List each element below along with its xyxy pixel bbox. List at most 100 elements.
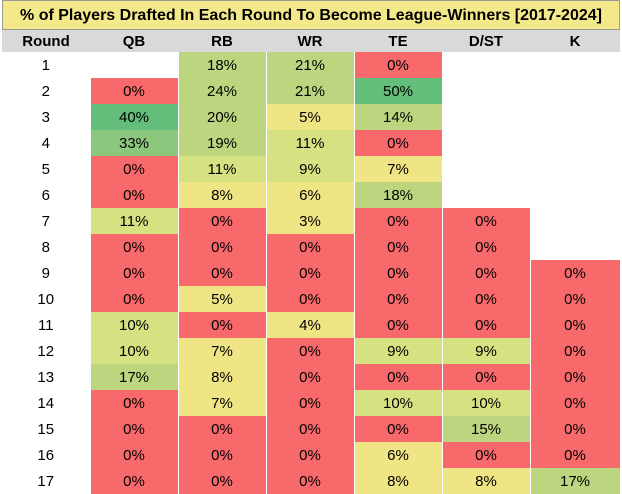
cell-rb: 0% bbox=[178, 312, 267, 338]
cell-dst bbox=[442, 52, 531, 78]
cell-k: 0% bbox=[530, 312, 621, 338]
cell-qb: 0% bbox=[90, 78, 179, 104]
cell-te: 0% bbox=[354, 312, 443, 338]
cell-wr: 0% bbox=[266, 338, 355, 364]
cell-dst: 0% bbox=[442, 312, 531, 338]
cell-rb: 0% bbox=[178, 416, 267, 442]
cell-rb: 0% bbox=[178, 208, 267, 234]
table-row: 17 0% 0% 0% 8% 8% 17% bbox=[2, 468, 621, 494]
cell-rb: 8% bbox=[178, 364, 267, 390]
table-row: 14 0% 7% 0% 10% 10% 0% bbox=[2, 390, 621, 416]
round-label: 15 bbox=[2, 416, 91, 442]
cell-dst: 8% bbox=[442, 468, 531, 494]
cell-dst: 0% bbox=[442, 260, 531, 286]
cell-k: 17% bbox=[530, 468, 621, 494]
cell-qb: 0% bbox=[90, 390, 179, 416]
cell-k: 0% bbox=[530, 442, 621, 468]
table-row: 8 0% 0% 0% 0% 0% bbox=[2, 234, 621, 260]
data-grid: Round QB RB WR TE D/ST K 1 18% 21% 0% 2 0% 24%… bbox=[2, 30, 621, 494]
cell-qb: 33% bbox=[90, 130, 179, 156]
cell-qb: 0% bbox=[90, 182, 179, 208]
cell-te: 0% bbox=[354, 364, 443, 390]
header-k: K bbox=[530, 30, 620, 52]
cell-dst bbox=[442, 130, 531, 156]
round-label: 1 bbox=[2, 52, 91, 78]
table-row: 11 10% 0% 4% 0% 0% 0% bbox=[2, 312, 621, 338]
cell-qb: 10% bbox=[90, 312, 179, 338]
header-te: TE bbox=[354, 30, 442, 52]
header-wr: WR bbox=[266, 30, 354, 52]
table-row: 1 18% 21% 0% bbox=[2, 52, 621, 78]
cell-rb: 20% bbox=[178, 104, 267, 130]
cell-dst: 0% bbox=[442, 364, 531, 390]
cell-qb: 0% bbox=[90, 442, 179, 468]
cell-wr: 4% bbox=[266, 312, 355, 338]
cell-dst: 0% bbox=[442, 234, 531, 260]
cell-wr: 0% bbox=[266, 286, 355, 312]
cell-dst bbox=[442, 104, 531, 130]
cell-k: 0% bbox=[530, 416, 621, 442]
cell-qb: 40% bbox=[90, 104, 179, 130]
cell-wr: 21% bbox=[266, 52, 355, 78]
cell-k bbox=[530, 208, 621, 234]
cell-qb: 17% bbox=[90, 364, 179, 390]
round-label: 6 bbox=[2, 182, 91, 208]
table-row: 15 0% 0% 0% 0% 15% 0% bbox=[2, 416, 621, 442]
header-dst: D/ST bbox=[442, 30, 530, 52]
round-label: 12 bbox=[2, 338, 91, 364]
table-row: 13 17% 8% 0% 0% 0% 0% bbox=[2, 364, 621, 390]
table-row: 12 10% 7% 0% 9% 9% 0% bbox=[2, 338, 621, 364]
round-label: 9 bbox=[2, 260, 91, 286]
cell-k bbox=[530, 130, 621, 156]
cell-te: 0% bbox=[354, 208, 443, 234]
cell-dst bbox=[442, 182, 531, 208]
cell-te: 50% bbox=[354, 78, 443, 104]
cell-te: 7% bbox=[354, 156, 443, 182]
round-label: 13 bbox=[2, 364, 91, 390]
cell-dst bbox=[442, 78, 531, 104]
cell-dst: 15% bbox=[442, 416, 531, 442]
round-label: 16 bbox=[2, 442, 91, 468]
cell-k: 0% bbox=[530, 390, 621, 416]
header-round: Round bbox=[2, 30, 90, 52]
header-qb: QB bbox=[90, 30, 178, 52]
grid-body: 1 18% 21% 0% 2 0% 24% 21% 50% 3 40% 20% 5% 14% 4 33% 19%… bbox=[2, 52, 621, 494]
cell-dst: 0% bbox=[442, 442, 531, 468]
cell-dst: 10% bbox=[442, 390, 531, 416]
cell-wr: 21% bbox=[266, 78, 355, 104]
cell-qb: 11% bbox=[90, 208, 179, 234]
cell-te: 0% bbox=[354, 416, 443, 442]
table-title: % of Players Drafted In Each Round To Be… bbox=[2, 0, 620, 30]
cell-te: 6% bbox=[354, 442, 443, 468]
cell-wr: 0% bbox=[266, 416, 355, 442]
round-label: 8 bbox=[2, 234, 91, 260]
table-row: 4 33% 19% 11% 0% bbox=[2, 130, 621, 156]
cell-rb: 19% bbox=[178, 130, 267, 156]
cell-wr: 0% bbox=[266, 390, 355, 416]
cell-k bbox=[530, 52, 621, 78]
table-row: 6 0% 8% 6% 18% bbox=[2, 182, 621, 208]
cell-te: 0% bbox=[354, 52, 443, 78]
cell-qb: 0% bbox=[90, 286, 179, 312]
cell-wr: 0% bbox=[266, 260, 355, 286]
cell-qb: 0% bbox=[90, 260, 179, 286]
cell-te: 0% bbox=[354, 234, 443, 260]
cell-dst: 9% bbox=[442, 338, 531, 364]
cell-qb: 0% bbox=[90, 468, 179, 494]
cell-te: 14% bbox=[354, 104, 443, 130]
cell-te: 10% bbox=[354, 390, 443, 416]
cell-wr: 0% bbox=[266, 442, 355, 468]
table-row: 10 0% 5% 0% 0% 0% 0% bbox=[2, 286, 621, 312]
round-label: 10 bbox=[2, 286, 91, 312]
cell-rb: 18% bbox=[178, 52, 267, 78]
cell-wr: 5% bbox=[266, 104, 355, 130]
round-label: 2 bbox=[2, 78, 91, 104]
round-label: 14 bbox=[2, 390, 91, 416]
table-row: 16 0% 0% 0% 6% 0% 0% bbox=[2, 442, 621, 468]
cell-te: 0% bbox=[354, 286, 443, 312]
cell-rb: 7% bbox=[178, 390, 267, 416]
cell-rb: 11% bbox=[178, 156, 267, 182]
cell-te: 0% bbox=[354, 260, 443, 286]
cell-wr: 0% bbox=[266, 468, 355, 494]
round-label: 11 bbox=[2, 312, 91, 338]
